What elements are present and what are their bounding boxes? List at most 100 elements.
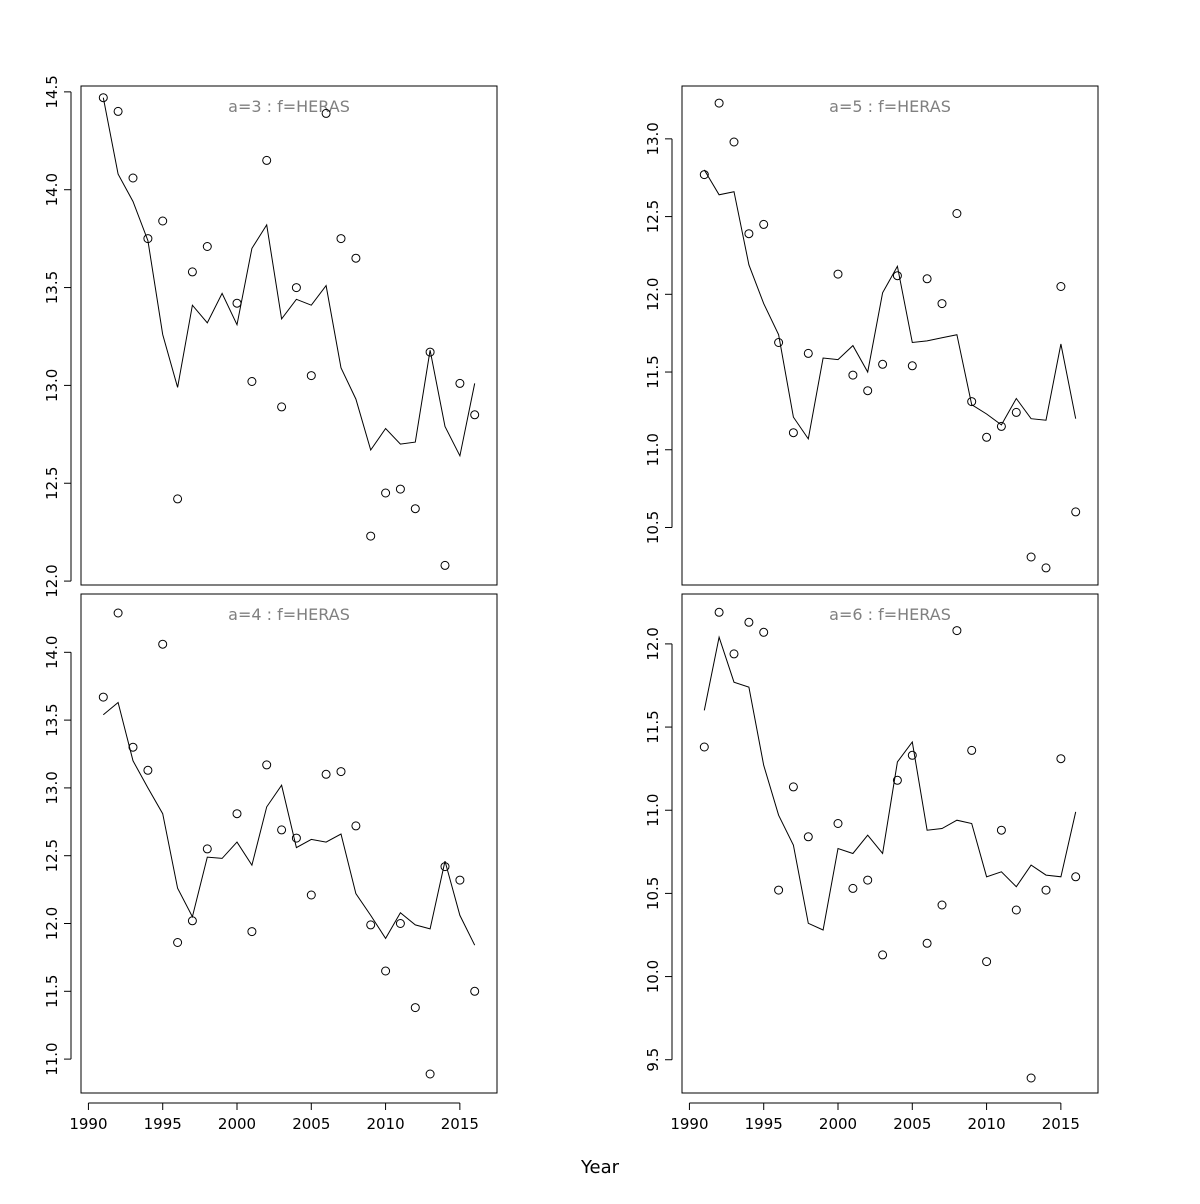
data-point bbox=[351, 253, 361, 263]
data-point bbox=[336, 234, 346, 244]
data-point bbox=[247, 377, 257, 386]
data-point bbox=[440, 560, 450, 570]
data-point bbox=[381, 966, 391, 976]
y-tick-label: 9.5 bbox=[644, 1048, 662, 1072]
y-tick-label: 11.0 bbox=[644, 433, 662, 466]
data-point bbox=[744, 617, 754, 627]
data-point bbox=[892, 775, 902, 785]
x-tick-label: 2015 bbox=[1042, 1115, 1080, 1133]
data-point bbox=[143, 765, 153, 775]
data-point bbox=[922, 938, 932, 948]
data-point bbox=[202, 844, 212, 854]
data-point bbox=[277, 825, 287, 835]
fitted-line bbox=[703, 635, 1077, 931]
plot-frame bbox=[80, 593, 498, 1094]
y-tick-label: 10.0 bbox=[644, 960, 662, 993]
y-tick-label: 13.5 bbox=[43, 703, 61, 736]
data-point bbox=[774, 885, 784, 895]
y-tick-label: 12.5 bbox=[43, 467, 61, 500]
data-point bbox=[1041, 563, 1051, 573]
data-point bbox=[440, 862, 450, 872]
y-tick-label: 14.0 bbox=[43, 636, 61, 669]
x-tick-label: 2005 bbox=[292, 1115, 330, 1133]
data-point bbox=[336, 767, 346, 777]
data-point bbox=[759, 627, 769, 637]
y-tick-label: 11.5 bbox=[43, 975, 61, 1008]
data-point bbox=[1026, 1073, 1036, 1083]
data-point bbox=[187, 267, 197, 277]
data-point bbox=[202, 242, 212, 251]
data-point bbox=[291, 833, 301, 843]
plot-frame bbox=[80, 85, 498, 586]
x-axis-label: Year bbox=[580, 1157, 620, 1178]
data-point bbox=[937, 299, 947, 309]
data-point bbox=[306, 890, 316, 900]
data-point bbox=[952, 626, 962, 636]
x-tick-label: 2010 bbox=[967, 1115, 1005, 1133]
panel-title: a=6 : f=HERAS bbox=[829, 605, 951, 624]
data-point bbox=[1071, 872, 1081, 882]
x-tick-label: 2000 bbox=[819, 1115, 857, 1133]
fitted-line bbox=[703, 169, 1077, 441]
data-point bbox=[714, 607, 724, 617]
y-tick-label: 11.5 bbox=[644, 710, 662, 743]
fitted-line bbox=[102, 701, 476, 946]
data-point bbox=[98, 692, 108, 702]
data-point bbox=[470, 986, 480, 996]
data-point bbox=[922, 274, 932, 284]
data-point bbox=[729, 137, 739, 147]
data-point bbox=[729, 649, 739, 659]
y-tick-label: 10.5 bbox=[644, 511, 662, 544]
data-point bbox=[788, 782, 798, 792]
data-point bbox=[759, 219, 769, 229]
data-point bbox=[982, 432, 992, 442]
panel-1: a=3 : f=HERAS 12.0 12.5 13.0 13.5 14.0 14.5 bbox=[43, 75, 498, 598]
data-point bbox=[98, 93, 108, 103]
data-point bbox=[1026, 552, 1036, 562]
data-point bbox=[967, 745, 977, 755]
data-point bbox=[996, 825, 1006, 835]
data-point bbox=[158, 216, 168, 226]
data-point bbox=[878, 950, 888, 960]
data-point bbox=[455, 875, 465, 885]
data-point bbox=[232, 298, 242, 308]
data-point bbox=[187, 916, 197, 926]
x-tick-label: 2010 bbox=[366, 1115, 404, 1133]
panel-2: a=5 : f=HERAS 10.5 11.0 11.5 12.0 12.5 13.0 bbox=[644, 85, 1099, 586]
data-point bbox=[937, 900, 947, 910]
y-tick-label: 14.5 bbox=[43, 75, 61, 108]
data-point bbox=[306, 371, 316, 381]
data-point bbox=[366, 531, 376, 541]
data-point bbox=[321, 108, 331, 118]
data-point bbox=[113, 106, 123, 116]
x-tick-label: 1990 bbox=[670, 1115, 708, 1133]
data-point bbox=[262, 760, 272, 770]
y-tick-label: 12.0 bbox=[644, 278, 662, 311]
y-tick-label: 12.5 bbox=[43, 839, 61, 872]
panel-title: a=5 : f=HERAS bbox=[829, 97, 951, 116]
x-tick-label: 2015 bbox=[441, 1115, 479, 1133]
data-point bbox=[833, 269, 843, 279]
data-point bbox=[1056, 282, 1066, 291]
data-point bbox=[291, 283, 301, 293]
data-point bbox=[996, 421, 1006, 431]
fitted-line bbox=[102, 97, 476, 458]
data-point bbox=[425, 1069, 435, 1079]
data-point bbox=[232, 809, 242, 819]
data-point bbox=[425, 347, 435, 357]
panel-3: a=4 : f=HERAS 11.0 11.5 12.0 12.5 13.0 13.5 14.… bbox=[43, 593, 498, 1133]
data-point bbox=[173, 494, 183, 504]
data-point bbox=[128, 742, 138, 752]
y-tick-label: 10.5 bbox=[644, 877, 662, 910]
panel-title: a=3 : f=HERAS bbox=[228, 97, 350, 116]
data-point bbox=[1011, 407, 1021, 417]
plot-frame bbox=[681, 85, 1099, 586]
x-tick-label: 2000 bbox=[218, 1115, 256, 1133]
data-point bbox=[351, 821, 361, 831]
data-point bbox=[113, 608, 123, 618]
y-tick-label: 14.0 bbox=[43, 173, 61, 206]
data-point bbox=[1011, 905, 1021, 915]
data-point bbox=[907, 750, 917, 760]
